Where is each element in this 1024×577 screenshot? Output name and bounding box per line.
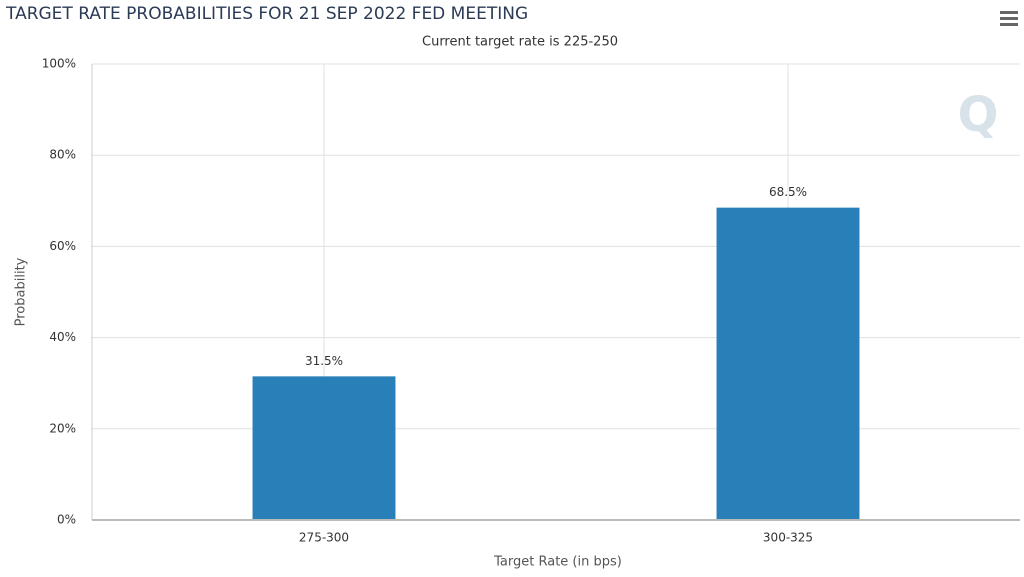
data-label: 31.5% (305, 354, 343, 368)
chart-title: TARGET RATE PROBABILITIES FOR 21 SEP 202… (5, 4, 528, 24)
y-tick-label: 60% (49, 239, 76, 253)
y-axis-title: Probability (14, 257, 29, 326)
y-tick-label: 100% (42, 57, 76, 71)
bar (716, 207, 860, 520)
menu-icon[interactable] (1000, 11, 1018, 26)
watermark: Q (958, 87, 999, 143)
y-tick-label: 0% (57, 513, 76, 527)
chart-subtitle: Current target rate is 225-250 (422, 35, 618, 50)
y-tick-label: 20% (49, 421, 76, 435)
bar (252, 376, 396, 520)
y-tick-label: 40% (49, 330, 76, 344)
plot-area: 0% 20% 40% 60% 80% 100% 31.5% 275-300 68.5% 300-3… (42, 57, 1020, 545)
menu-bar (1000, 17, 1018, 20)
data-label: 68.5% (769, 185, 807, 199)
x-axis-title: Target Rate (in bps) (493, 555, 622, 570)
x-tick-label: 300-325 (763, 531, 813, 545)
menu-bar (1000, 23, 1018, 26)
x-tick-label: 275-300 (299, 531, 349, 545)
y-tick-label: 80% (49, 148, 76, 162)
menu-bar (1000, 11, 1018, 14)
